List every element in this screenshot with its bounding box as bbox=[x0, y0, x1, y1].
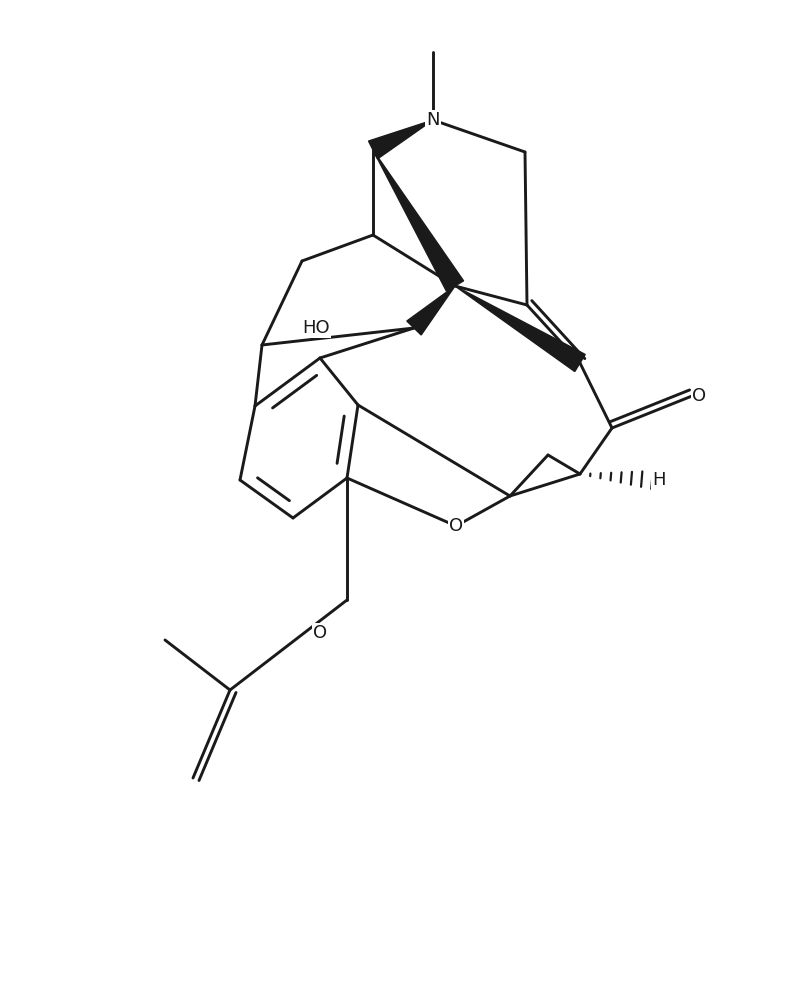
Polygon shape bbox=[407, 286, 455, 335]
Polygon shape bbox=[455, 286, 585, 371]
Polygon shape bbox=[368, 120, 433, 159]
Text: O: O bbox=[449, 517, 463, 535]
Text: O: O bbox=[692, 387, 706, 405]
Text: N: N bbox=[426, 111, 440, 129]
Text: H: H bbox=[652, 471, 665, 489]
Text: O: O bbox=[313, 624, 327, 642]
Text: HO: HO bbox=[303, 319, 330, 337]
Polygon shape bbox=[373, 150, 463, 291]
